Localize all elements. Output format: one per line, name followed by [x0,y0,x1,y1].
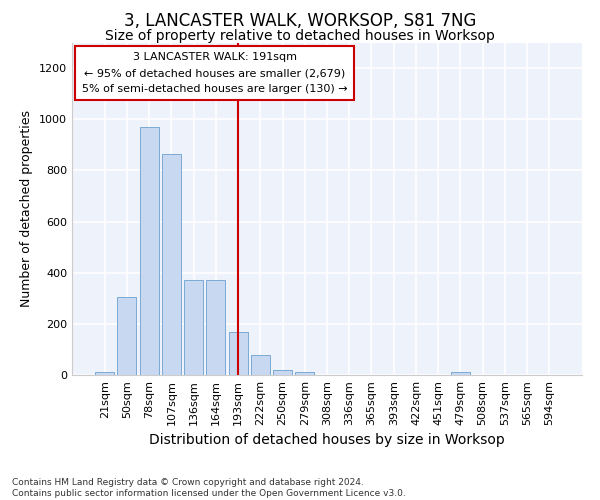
Text: Size of property relative to detached houses in Worksop: Size of property relative to detached ho… [105,29,495,43]
Text: 3, LANCASTER WALK, WORKSOP, S81 7NG: 3, LANCASTER WALK, WORKSOP, S81 7NG [124,12,476,30]
Bar [273,370,292,375]
Bar [162,154,181,375]
Bar [229,332,248,375]
Bar [295,372,314,375]
Y-axis label: Number of detached properties: Number of detached properties [20,110,34,307]
Bar [140,127,158,375]
Bar [184,280,203,375]
Bar [95,372,114,375]
X-axis label: Distribution of detached houses by size in Worksop: Distribution of detached houses by size … [149,434,505,448]
Text: 3 LANCASTER WALK: 191sqm
← 95% of detached houses are smaller (2,679)
5% of semi: 3 LANCASTER WALK: 191sqm ← 95% of detach… [82,52,347,94]
Bar [206,280,225,375]
Bar [251,354,270,375]
Text: Contains HM Land Registry data © Crown copyright and database right 2024.
Contai: Contains HM Land Registry data © Crown c… [12,478,406,498]
Bar [451,372,470,375]
Bar [118,297,136,375]
